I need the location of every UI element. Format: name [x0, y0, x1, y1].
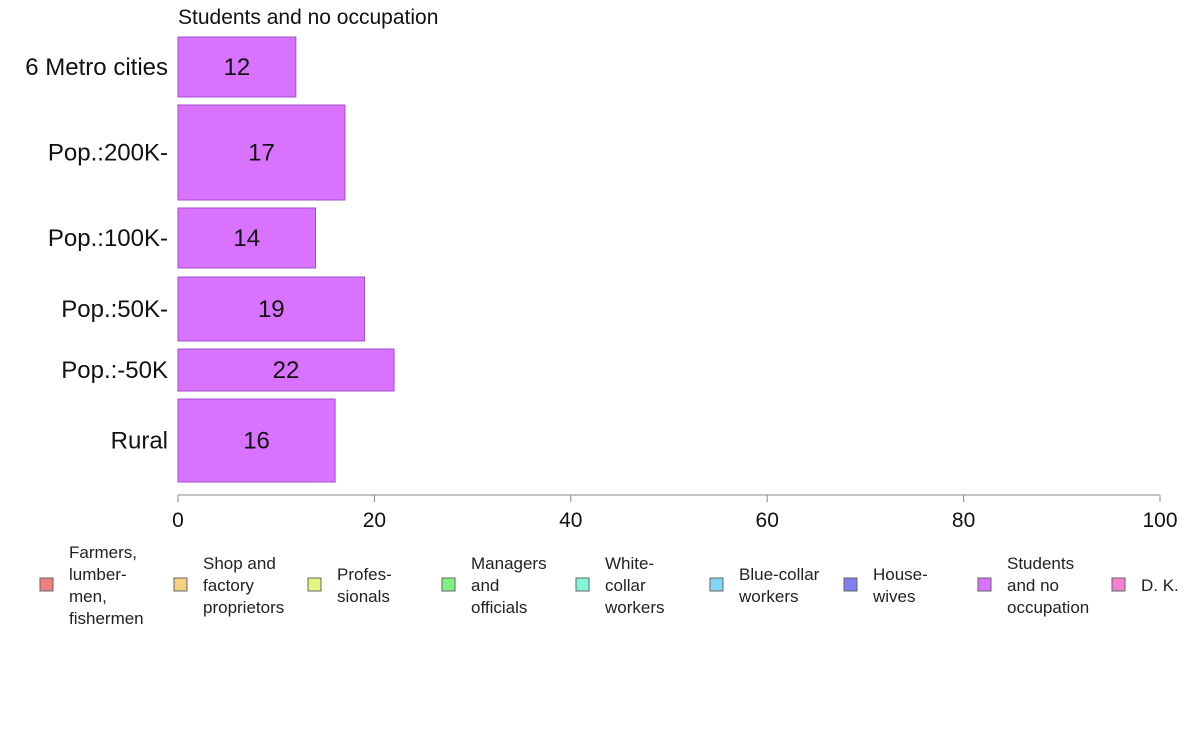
legend-label: Students and no occupation — [1007, 554, 1089, 617]
legend-label-line: officials — [471, 598, 527, 617]
legend-label-line: D. K. — [1141, 576, 1179, 595]
legend-label: D. K. — [1141, 576, 1179, 595]
category-label: 6 Metro cities — [25, 54, 168, 81]
legend-label: House-wives — [872, 565, 928, 606]
legend-swatch — [1111, 577, 1126, 592]
legend-label-line: proprietors — [203, 598, 284, 617]
legend-label-line: Shop and — [203, 554, 276, 573]
legend-item: Shop and factory proprietors — [173, 554, 284, 617]
legend-label-line: men, — [69, 587, 107, 606]
legend-swatch — [977, 577, 992, 592]
legend-label-line: factory — [203, 576, 255, 595]
legend-label-line: wives — [872, 587, 916, 606]
legend-swatch — [575, 577, 590, 592]
bar — [177, 36, 297, 98]
bar-value-label: 22 — [273, 357, 300, 384]
legend-label-line: sionals — [337, 587, 390, 606]
x-tick-label: 100 — [1142, 509, 1177, 532]
legend-label-line: House- — [873, 565, 928, 584]
legend-item: House-wives — [843, 565, 928, 606]
legend-swatch — [173, 577, 188, 592]
legend-item: Farmers, lumber-men, fishermen — [39, 543, 144, 628]
legend-label-line: Farmers, — [69, 543, 137, 562]
legend-label-line: lumber- — [69, 565, 127, 584]
legend-label-line: Blue-collar — [739, 565, 820, 584]
legend-swatch — [441, 577, 456, 592]
x-tick-label: 0 — [172, 509, 184, 532]
bar-value-label: 19 — [258, 296, 285, 323]
bar — [177, 276, 366, 342]
legend-swatch — [307, 577, 322, 592]
legend-label: Shop and factory proprietors — [203, 554, 284, 617]
legend-item: White-collar workers — [575, 554, 665, 617]
legend-label-line: occupation — [1007, 598, 1089, 617]
legend-label: White-collar workers — [604, 554, 665, 617]
x-tick-label: 20 — [363, 509, 386, 532]
legend-item: Students and no occupation — [977, 554, 1089, 617]
legend-label-line: Students — [1007, 554, 1074, 573]
legend-swatch — [709, 577, 724, 592]
bar — [177, 348, 395, 392]
legend-label-line: workers — [604, 598, 665, 617]
legend-label: Blue-collar workers — [738, 565, 820, 606]
legend-label-line: Managers — [471, 554, 547, 573]
bar-value-label: 12 — [224, 54, 251, 81]
legend-label: Managers and officials — [471, 554, 547, 617]
category-label: Pop.:50K- — [61, 296, 168, 323]
legend-label-line: Profes- — [337, 565, 392, 584]
category-label: Pop.:-50K — [61, 357, 168, 384]
x-tick-label: 60 — [756, 509, 779, 532]
category-label: Rural — [111, 428, 168, 455]
legend: Farmers, lumber-men, fishermen Shop and fact… — [39, 543, 1179, 628]
legend-swatch — [843, 577, 858, 592]
legend-label: Profes-sionals — [337, 565, 392, 606]
category-label: Pop.:200K- — [48, 140, 168, 167]
legend-label-line: collar — [605, 576, 646, 595]
legend-swatch — [39, 577, 54, 592]
bar-value-label: 16 — [243, 428, 270, 455]
bar-value-label: 14 — [233, 225, 260, 252]
x-tick-label: 80 — [952, 509, 975, 532]
bar — [177, 104, 346, 201]
x-tick-label: 40 — [559, 509, 582, 532]
legend-label-line: and — [471, 576, 499, 595]
chart-title: Students and no occupation — [178, 6, 438, 29]
legend-label-line: workers — [738, 587, 799, 606]
bar — [177, 398, 336, 483]
legend-label-line: and no — [1007, 576, 1059, 595]
legend-item: Blue-collar workers — [709, 565, 820, 606]
legend-item: Managers and officials — [441, 554, 547, 617]
legend-item: Profes-sionals — [307, 565, 392, 606]
legend-item: D. K. — [1111, 576, 1179, 595]
legend-label-line: White- — [605, 554, 654, 573]
category-label: Pop.:100K- — [48, 225, 168, 252]
legend-label-line: fishermen — [69, 609, 144, 628]
bar-value-label: 17 — [248, 140, 275, 167]
bar — [177, 207, 316, 269]
x-axis: 0 20 40 60 80 100 — [172, 494, 1178, 532]
bars-layer: 12 6 Metro cities 17 Pop.:200K- 14 Pop.:100K-… — [25, 36, 395, 483]
legend-label: Farmers, lumber-men, fishermen — [69, 543, 144, 628]
